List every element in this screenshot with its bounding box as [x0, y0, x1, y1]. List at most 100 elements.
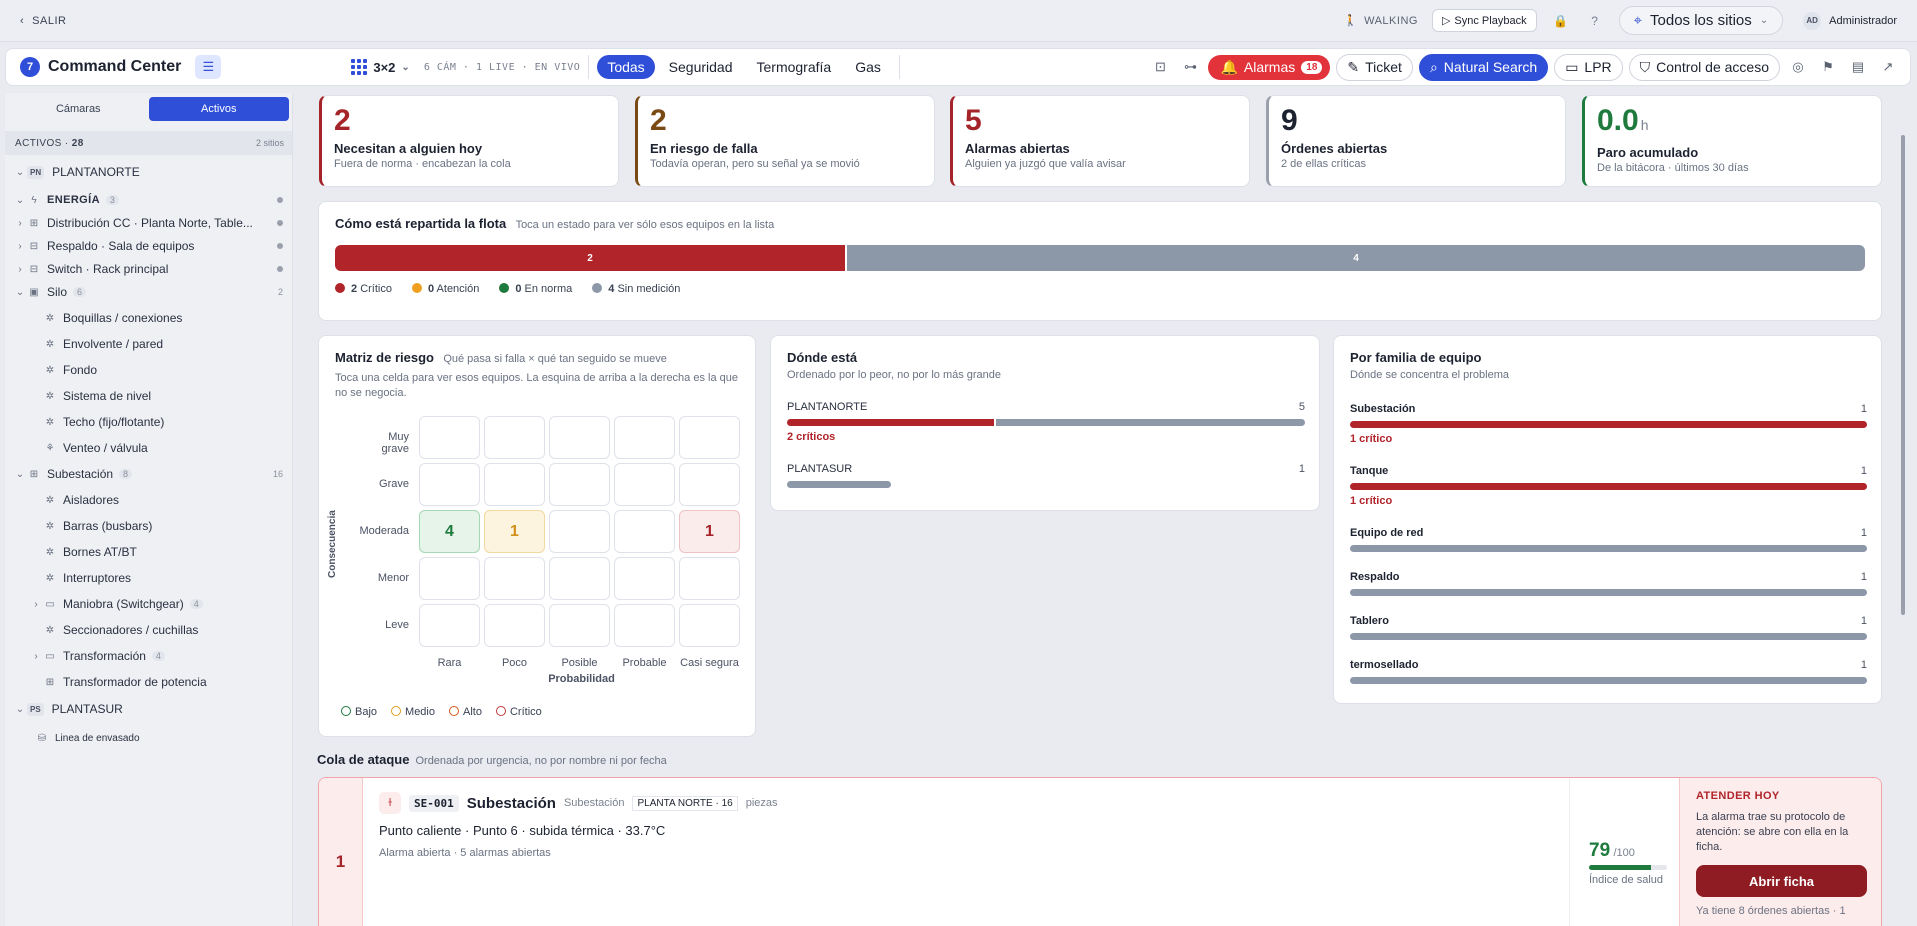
ticket-button[interactable]: ✎ Ticket [1336, 53, 1413, 81]
tab-3[interactable]: Gas [855, 59, 881, 75]
lock-icon[interactable]: 🔒 [1553, 13, 1569, 28]
help-icon[interactable]: ? [1591, 13, 1598, 28]
tree-item[interactable]: ⛁ Linea de envasado [5, 727, 293, 749]
risk-cell[interactable] [614, 510, 675, 553]
risk-cell-value[interactable]: 1 [679, 510, 740, 553]
grid-layout-selector[interactable]: 3×2 ⌄ [351, 59, 410, 75]
snapshot-icon[interactable]: ⊡ [1155, 59, 1166, 74]
tab-0[interactable]: Todas [597, 55, 655, 79]
open-record-button[interactable]: Abrir ficha [1696, 865, 1867, 897]
tree-item[interactable]: ⊞ Transformador de potencia [5, 671, 293, 693]
page-scrollbar[interactable] [1901, 135, 1905, 615]
family-row[interactable]: Tablero 1 [1350, 615, 1867, 657]
tree-item[interactable]: ✲ Seccionadores / cuchillas [5, 619, 293, 641]
walking-toggle[interactable]: 🚶 WALKING [1344, 14, 1418, 28]
tree-item[interactable]: ⌄ PN PLANTANORTE [5, 161, 293, 183]
risk-cell[interactable] [679, 557, 740, 600]
site-row[interactable]: PLANTASUR 1 [787, 463, 1305, 513]
tree-item[interactable]: ⌄ ▣ Silo 6 2 [5, 281, 293, 303]
fleet-segment[interactable]: 4 [845, 245, 1865, 271]
tree-item[interactable]: ✲ Boquillas / conexiones [5, 307, 293, 329]
fleet-legend-item[interactable]: 2 Crítico [335, 283, 392, 295]
chevron-right-icon[interactable]: › [18, 217, 22, 229]
sync-playback-button[interactable]: ▷ Sync Playback [1431, 9, 1537, 32]
tree-item[interactable]: ✲ Fondo [5, 359, 293, 381]
risk-cell[interactable] [419, 416, 480, 459]
tree-item[interactable]: ✲ Envolvente / pared [5, 333, 293, 355]
risk-cell[interactable] [484, 604, 545, 647]
link-icon[interactable]: ⊶ [1183, 59, 1197, 74]
tree-item[interactable]: › ⊟ Respaldo · Sala de equipos [5, 235, 293, 257]
risk-cell[interactable] [484, 463, 545, 506]
family-row[interactable]: Tanque 1 1 crítico [1350, 465, 1867, 507]
risk-cell-value[interactable]: 4 [419, 510, 480, 553]
alarms-button[interactable]: 🔔 Alarmas 18 [1208, 54, 1331, 80]
tree-item[interactable]: › ▭ Maniobra (Switchgear) 4 [5, 593, 293, 615]
fleet-legend-item[interactable]: 4 Sin medición [592, 283, 680, 295]
risk-cell[interactable] [614, 557, 675, 600]
family-row[interactable]: Equipo de red 1 [1350, 527, 1867, 569]
user-menu[interactable]: AD Administrador [1803, 11, 1897, 30]
risk-cell[interactable] [549, 463, 610, 506]
risk-cell[interactable] [549, 416, 610, 459]
tree-item[interactable]: › ▭ Transformación 4 [5, 645, 293, 667]
chevron-right-icon[interactable]: › [18, 240, 22, 252]
chevron-down-icon[interactable]: ⌄ [15, 286, 25, 298]
risk-cell-value[interactable]: 1 [484, 510, 545, 553]
chevron-down-icon[interactable]: ⌄ [15, 166, 25, 178]
external-link-icon[interactable]: ↗ [1882, 59, 1894, 74]
chevron-right-icon[interactable]: › [34, 598, 38, 610]
tree-item[interactable]: ⌄ ⊞ Subestación 8 16 [5, 463, 293, 485]
risk-cell[interactable] [549, 510, 610, 553]
chevron-right-icon[interactable]: › [34, 650, 38, 662]
site-selector[interactable]: ⌖ Todos los sitios ⌄ [1618, 6, 1784, 35]
risk-cell[interactable] [614, 416, 675, 459]
family-row[interactable]: termosellado 1 [1350, 659, 1867, 701]
risk-cell[interactable] [419, 604, 480, 647]
risk-cell[interactable] [614, 604, 675, 647]
exit-button[interactable]: ‹ SALIR [20, 15, 66, 27]
kpi-card[interactable]: 2 En riesgo de falla Todavía operan, pero … [635, 95, 935, 187]
kpi-card[interactable]: 9 Órdenes abiertas 2 de ellas críticas [1266, 95, 1566, 187]
target-icon[interactable]: ◎ [1792, 59, 1804, 74]
risk-cell[interactable] [484, 416, 545, 459]
lpr-button[interactable]: ▭ LPR [1554, 53, 1623, 81]
tree-item[interactable]: ✲ Barras (busbars) [5, 515, 293, 537]
tab-cameras[interactable]: Cámaras [55, 103, 101, 115]
tree-item[interactable]: ⚘ Venteo / válvula [5, 437, 293, 459]
flag-icon[interactable]: ⚑ [1822, 59, 1834, 74]
risk-cell[interactable] [484, 557, 545, 600]
tree-item[interactable]: › ⊞ Distribución CC · Planta Norte, Table.… [5, 212, 293, 234]
tree-item[interactable]: › ⊟ Switch · Rack principal [5, 258, 293, 280]
risk-cell[interactable] [614, 463, 675, 506]
family-row[interactable]: Respaldo 1 [1350, 571, 1867, 613]
kpi-card[interactable]: 0.0 h Paro acumulado De la bitácora · últim… [1582, 95, 1882, 187]
tree-item[interactable]: ⌄ PS PLANTASUR [5, 698, 293, 720]
risk-cell[interactable] [549, 557, 610, 600]
tree-item[interactable]: ✲ Sistema de nivel [5, 385, 293, 407]
tab-1[interactable]: Seguridad [668, 59, 733, 75]
layout-icon[interactable]: ▤ [1851, 59, 1865, 74]
tab-assets[interactable]: Activos [148, 97, 289, 121]
risk-cell[interactable] [549, 604, 610, 647]
fleet-legend-item[interactable]: 0 Atención [411, 283, 479, 295]
tree-item[interactable]: ✲ Aisladores [5, 489, 293, 511]
risk-cell[interactable] [419, 557, 480, 600]
fleet-legend-item[interactable]: 0 En norma [499, 283, 572, 295]
site-row[interactable]: PLANTANORTE 5 2 críticos [787, 401, 1305, 451]
natural-search-button[interactable]: ⌕ Natural Search [1418, 53, 1549, 81]
fleet-segment[interactable]: 2 [335, 245, 845, 271]
tree-item[interactable]: ✲ Bornes AT/BT [5, 541, 293, 563]
risk-cell[interactable] [679, 604, 740, 647]
risk-cell[interactable] [679, 463, 740, 506]
kpi-card[interactable]: 5 Alarmas abiertas Alguien ya juzgó que va… [950, 95, 1250, 187]
tree-item[interactable]: ✲ Interruptores [5, 567, 293, 589]
queue-item[interactable]: 1 ɫ SE-001 Subestación Subestación PLANT… [318, 777, 1882, 926]
menu-button[interactable]: ☰ [195, 55, 222, 79]
tab-2[interactable]: Termografía [756, 59, 832, 75]
chevron-right-icon[interactable]: › [18, 263, 22, 275]
chevron-down-icon[interactable]: ⌄ [15, 194, 25, 206]
family-row[interactable]: Subestación 1 1 crítico [1350, 403, 1867, 445]
access-control-button[interactable]: ⛉ Control de acceso [1628, 53, 1780, 81]
chevron-down-icon[interactable]: ⌄ [15, 468, 25, 480]
